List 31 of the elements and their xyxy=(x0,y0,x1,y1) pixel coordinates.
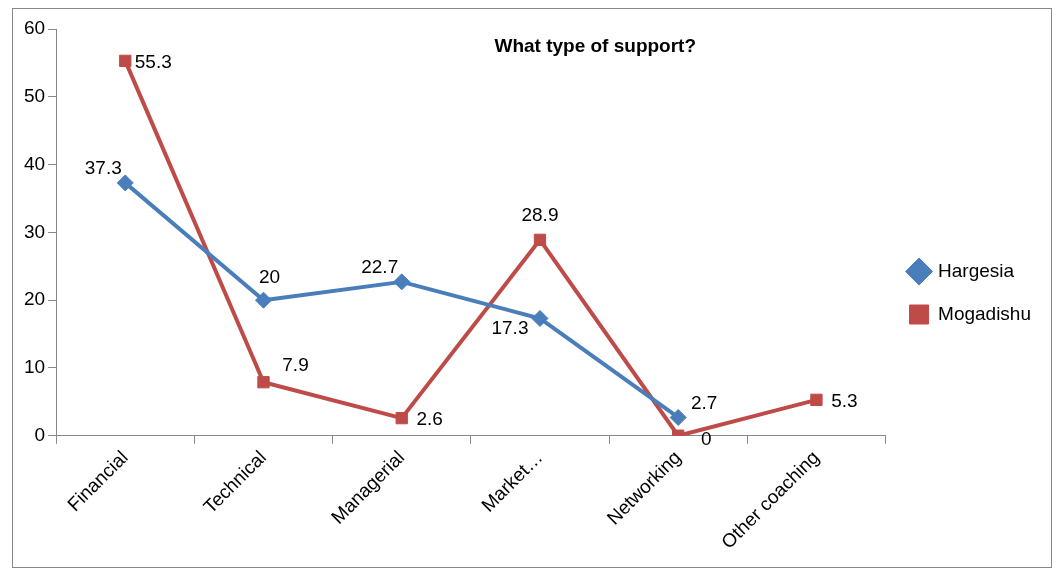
data-label: 2.6 xyxy=(416,408,443,430)
chart-title: What type of support? xyxy=(494,35,697,57)
point xyxy=(669,408,687,426)
point xyxy=(533,233,547,246)
data-label: 22.7 xyxy=(361,256,399,278)
data-label: 7.9 xyxy=(282,354,309,376)
point xyxy=(254,291,272,309)
y-tick-label: 50 xyxy=(23,85,46,107)
legend-label: Hargesia xyxy=(938,259,1015,281)
point xyxy=(395,411,408,425)
y-tick-label: 20 xyxy=(23,288,46,310)
point xyxy=(810,393,823,406)
data-label: 55.3 xyxy=(134,51,172,73)
data-label: 17.3 xyxy=(491,316,529,338)
y-tick-label: 30 xyxy=(23,220,46,242)
point xyxy=(531,309,549,327)
legend-label: Mogadishu xyxy=(938,302,1031,324)
data-label: 2.7 xyxy=(690,391,718,413)
point xyxy=(393,273,411,291)
data-label: 0 xyxy=(700,428,712,449)
y-tick-label: 0 xyxy=(34,424,46,445)
point xyxy=(257,376,270,389)
y-tick-label: 10 xyxy=(23,356,46,378)
data-label: 28.9 xyxy=(521,204,559,226)
y-tick-label: 40 xyxy=(23,152,46,174)
data-label: 37.3 xyxy=(84,157,122,179)
data-label: 5.3 xyxy=(831,390,858,412)
y-tick-label: 60 xyxy=(23,17,46,39)
data-label: 20 xyxy=(258,266,281,288)
point xyxy=(116,174,134,192)
point xyxy=(119,54,132,68)
